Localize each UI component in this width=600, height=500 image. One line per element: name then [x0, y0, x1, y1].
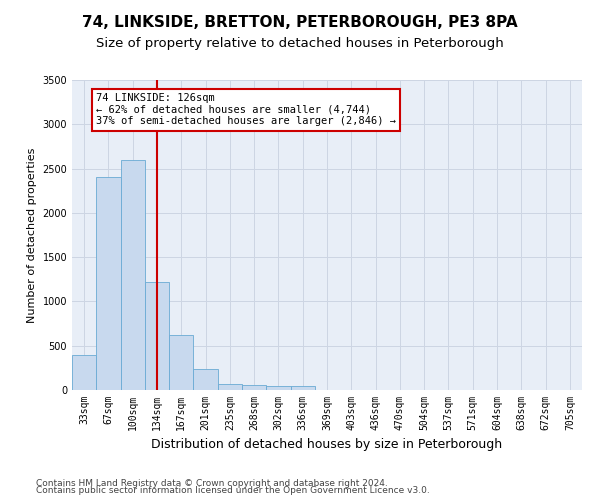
Text: 74 LINKSIDE: 126sqm
← 62% of detached houses are smaller (4,744)
37% of semi-det: 74 LINKSIDE: 126sqm ← 62% of detached ho… — [96, 94, 396, 126]
Bar — [266, 386, 290, 390]
Bar — [242, 384, 266, 390]
Text: Contains HM Land Registry data © Crown copyright and database right 2024.: Contains HM Land Registry data © Crown c… — [36, 478, 388, 488]
Bar — [193, 368, 218, 390]
Bar — [218, 384, 242, 390]
Bar — [72, 354, 96, 390]
Text: Contains public sector information licensed under the Open Government Licence v3: Contains public sector information licen… — [36, 486, 430, 495]
Text: Size of property relative to detached houses in Peterborough: Size of property relative to detached ho… — [96, 38, 504, 51]
Bar — [96, 178, 121, 390]
Bar — [169, 335, 193, 390]
Text: 74, LINKSIDE, BRETTON, PETERBOROUGH, PE3 8PA: 74, LINKSIDE, BRETTON, PETERBOROUGH, PE3… — [82, 15, 518, 30]
Bar — [121, 160, 145, 390]
Bar — [290, 386, 315, 390]
Bar — [145, 282, 169, 390]
X-axis label: Distribution of detached houses by size in Peterborough: Distribution of detached houses by size … — [151, 438, 503, 452]
Y-axis label: Number of detached properties: Number of detached properties — [27, 148, 37, 322]
